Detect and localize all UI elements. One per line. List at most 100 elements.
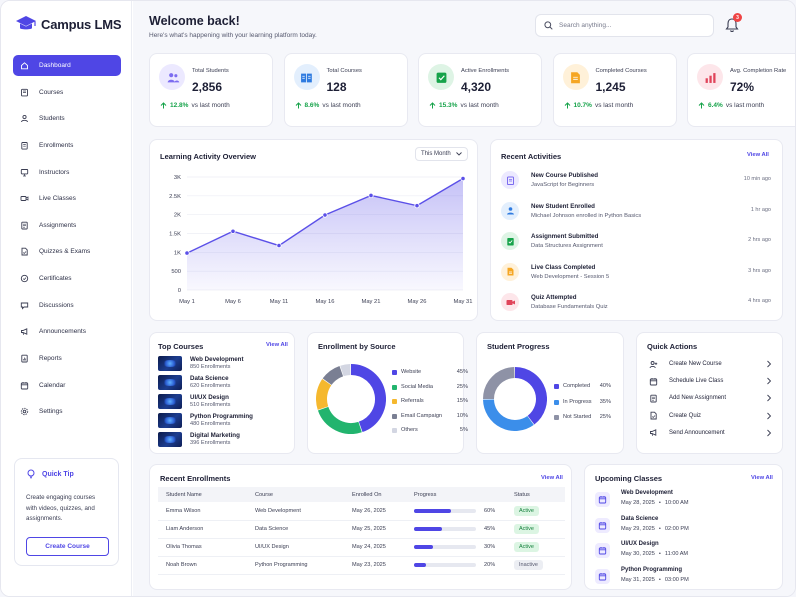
- legend-percent: 15%: [456, 398, 468, 404]
- class-time: 11:00 AM: [664, 551, 689, 557]
- table-row[interactable]: Olivia Thomas UI/UX Design May 24, 2025 30%…: [158, 538, 565, 557]
- sidebar-item-dashboard[interactable]: Dashboard: [13, 55, 121, 76]
- donut-slice[interactable]: [483, 367, 515, 400]
- quick-action-label: Add New Assignment: [669, 395, 727, 402]
- activity-subtitle: Data Structures Assignment: [531, 243, 603, 249]
- course-name: Data Science: [247, 520, 344, 539]
- enrollments-icon: [436, 72, 446, 83]
- upcoming-class-item[interactable]: Python Programming May 31, 2025 • 03:00 PM: [595, 567, 770, 587]
- sidebar-item-label: Enrollments: [39, 141, 74, 149]
- sidebar-item-live-classes[interactable]: Live Classes: [13, 188, 121, 209]
- activity-item[interactable]: Assignment Submitted Data Structures Assi…: [501, 232, 771, 254]
- data-point[interactable]: [368, 192, 374, 199]
- upcoming-class-item[interactable]: Web Development May 28, 2025 • 10:00 AM: [595, 490, 770, 510]
- enrolled-date: May 25, 2025: [344, 520, 406, 539]
- page-subtitle: Here's what's happening with your learni…: [149, 32, 317, 39]
- donut-slice[interactable]: [514, 367, 547, 425]
- search-bar[interactable]: [535, 14, 714, 37]
- upcoming-icon-wrap: [595, 492, 610, 507]
- top-course-item[interactable]: Digital Marketing 396 Enrollments: [158, 432, 288, 447]
- progress-bar-fill: [414, 508, 452, 513]
- table-row[interactable]: Liam Anderson Data Science May 25, 2025 45%…: [158, 520, 565, 539]
- donut-slice[interactable]: [340, 364, 351, 377]
- data-point[interactable]: [184, 250, 190, 256]
- recent-enrollments-view-all[interactable]: View All: [541, 475, 563, 481]
- sidebar-item-quizzes-exams[interactable]: Quizzes & Exams: [13, 241, 121, 262]
- course-published-icon: [506, 176, 514, 185]
- legend-percent: 25%: [456, 383, 468, 390]
- legend-item: In Progress 35%: [554, 398, 611, 408]
- class-datetime: May 30, 2025 • 11:00 AM: [621, 551, 688, 557]
- progress-cell: 60%: [406, 502, 506, 521]
- sidebar-item-reports[interactable]: Reports: [13, 348, 121, 369]
- donut-slice[interactable]: [322, 365, 344, 386]
- sidebar-item-students[interactable]: Students: [13, 108, 121, 129]
- activity-item[interactable]: New Course Published JavaScript for Begin…: [501, 171, 771, 193]
- sidebar-item-announcements[interactable]: Announcements: [13, 321, 121, 342]
- top-courses-view-all[interactable]: View All: [266, 342, 288, 348]
- table-row[interactable]: Noah Brown Python Programming May 23, 2025…: [158, 556, 565, 575]
- y-tick-label: 500: [171, 269, 181, 275]
- quick-tip-title: Quick Tip: [42, 470, 74, 478]
- data-point[interactable]: [414, 203, 420, 209]
- data-point[interactable]: [276, 242, 282, 249]
- upcoming-classes-title: Upcoming Classes: [595, 474, 663, 483]
- sidebar-item-assignments[interactable]: Assignments: [13, 215, 121, 236]
- top-course-item[interactable]: Data Science 620 Enrollments: [158, 375, 288, 390]
- donut-slice[interactable]: [350, 364, 386, 433]
- progress-cell: 45%: [406, 520, 506, 539]
- x-tick-label: May 21: [361, 299, 380, 305]
- sidebar-item-label: Courses: [39, 88, 64, 96]
- legend-percent: 25%: [599, 414, 611, 420]
- stat-value: 1,245: [595, 80, 626, 94]
- upcoming-class-item[interactable]: UI/UX Design May 30, 2025 • 11:00 AM: [595, 541, 770, 561]
- course-thumbnail: [158, 394, 182, 409]
- class-name: Data Science: [621, 515, 659, 522]
- upcoming-classes-view-all[interactable]: View All: [751, 475, 773, 481]
- column-header: Status: [506, 487, 565, 502]
- donut-slice[interactable]: [317, 406, 362, 434]
- sidebar-item-settings[interactable]: Settings: [13, 401, 121, 422]
- arrow-up-icon: [698, 102, 705, 109]
- table-row[interactable]: Emma Wilson Web Development May 26, 2025 60…: [158, 502, 565, 521]
- data-point[interactable]: [460, 175, 466, 182]
- create-course-button[interactable]: Create Course: [26, 537, 109, 556]
- top-course-item[interactable]: Web Development 850 Enrollments: [158, 356, 288, 371]
- sidebar-item-instructors[interactable]: Instructors: [13, 162, 121, 183]
- sidebar-item-discussions[interactable]: Discussions: [13, 295, 121, 316]
- sidebar-item-courses[interactable]: Courses: [13, 82, 121, 103]
- donut-slice[interactable]: [483, 399, 534, 431]
- recent-activities-view-all[interactable]: View All: [747, 152, 769, 158]
- quick-action-create-quiz[interactable]: Create Quiz: [649, 409, 772, 423]
- sidebar-item-calendar[interactable]: Calendar: [13, 375, 121, 396]
- brand[interactable]: Campus LMS: [15, 15, 122, 33]
- activity-item[interactable]: Quiz Attempted Database Fundamentals Quiz…: [501, 293, 771, 315]
- course-name: UI/UX Design: [247, 538, 344, 557]
- student-name: Emma Wilson: [158, 502, 247, 521]
- arrow-up-icon: [564, 102, 570, 109]
- upcoming-class-item[interactable]: Data Science May 29, 2025 • 02:00 PM: [595, 516, 770, 536]
- search-input[interactable]: [559, 22, 699, 29]
- quick-action-schedule-live-class[interactable]: Schedule Live Class: [649, 374, 772, 388]
- donut-slice[interactable]: [316, 379, 332, 410]
- course-thumbnail: [158, 375, 182, 390]
- assignment-submitted-icon: [506, 237, 514, 245]
- top-course-item[interactable]: UI/UX Design 510 Enrollments: [158, 394, 288, 409]
- quick-action-add-new-assignment[interactable]: Add New Assignment: [649, 391, 772, 405]
- sidebar-item-enrollments[interactable]: Enrollments: [13, 135, 121, 156]
- data-point[interactable]: [322, 212, 328, 218]
- clipboard-icon: [21, 141, 28, 150]
- quick-tip-header: Quick Tip: [26, 469, 107, 479]
- legend-label: Completed: [563, 383, 591, 389]
- quick-action-send-announcement[interactable]: Send Announcement: [649, 426, 772, 440]
- enrollment-source-card: Enrollment by Source Website 45% Social Me…: [307, 332, 468, 454]
- range-dropdown[interactable]: This Month: [415, 147, 468, 161]
- legend-item: Email Campaign 10%: [392, 412, 468, 422]
- activity-item[interactable]: New Student Enrolled Michael Johnson enro…: [501, 201, 771, 224]
- quick-action-create-new-course[interactable]: Create New Course: [649, 357, 772, 371]
- sidebar-item-certificates[interactable]: Certificates: [13, 268, 121, 289]
- column-header: Student Name: [158, 487, 247, 502]
- activity-item[interactable]: Live Class Completed Web Development - Se…: [501, 262, 771, 285]
- data-point[interactable]: [230, 228, 236, 234]
- top-course-item[interactable]: Python Programming 480 Enrollments: [158, 413, 288, 428]
